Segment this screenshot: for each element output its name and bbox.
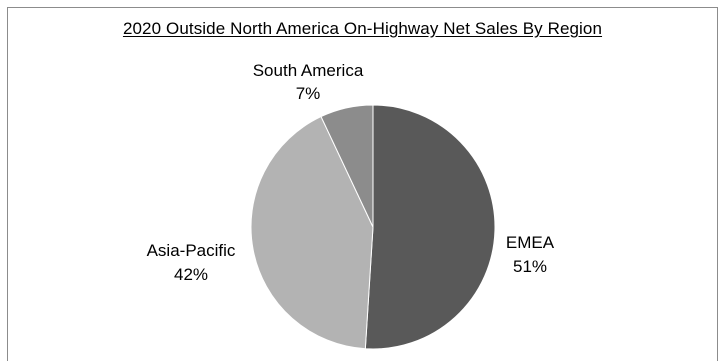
slice-label-south-america-name: South America — [253, 61, 364, 80]
pie-slice-south-america — [320, 104, 374, 228]
slice-label-south-america-value: 7% — [296, 84, 321, 103]
slice-label-emea-name: EMEA — [506, 233, 555, 252]
pie-slice-asia-pacific — [250, 115, 374, 350]
slice-label-asia-pacific-name: Asia-Pacific — [147, 241, 236, 260]
pie-slices — [250, 104, 496, 350]
slice-label-south-america: South America 7% — [253, 61, 364, 103]
slice-label-asia-pacific: Asia-Pacific 42% — [147, 241, 236, 284]
chart-title: 2020 Outside North America On-Highway Ne… — [122, 19, 603, 38]
slice-label-emea-value: 51% — [513, 257, 547, 276]
slice-label-emea: EMEA 51% — [506, 233, 555, 276]
pie-slice-emea — [364, 104, 496, 350]
slice-label-asia-pacific-value: 42% — [174, 265, 208, 284]
